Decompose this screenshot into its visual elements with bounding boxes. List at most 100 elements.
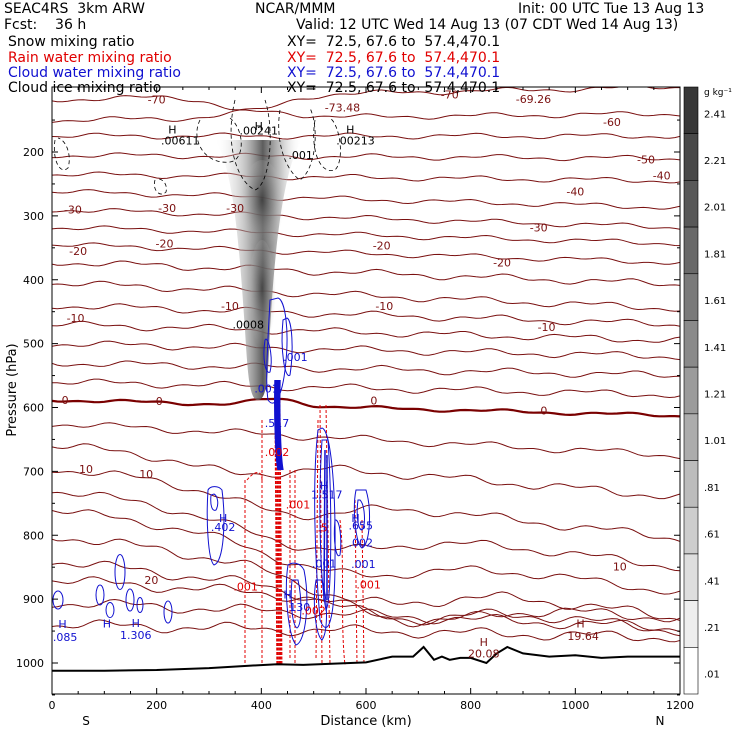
- annotation-label: .001: [283, 351, 308, 364]
- annotation-label: H: [58, 618, 66, 631]
- isotherm-line: [52, 260, 680, 287]
- colorbar-box: [683, 460, 699, 508]
- cloud-core-line: [276, 379, 281, 471]
- cloud-water-contours: [52, 297, 370, 646]
- isotherm-line: [52, 509, 680, 595]
- cloud-core-line: [277, 379, 282, 471]
- terrain-profile: [52, 645, 680, 672]
- rain-contour: [289, 470, 296, 665]
- cloud-contour: [285, 562, 308, 646]
- y-tick-label: 600: [23, 402, 44, 415]
- temperature-label: 0: [156, 395, 163, 408]
- colorbar-tick-label: 2.01: [704, 203, 726, 214]
- colorbar-tick-label: .01: [704, 670, 720, 681]
- temperature-label: -20: [493, 257, 511, 270]
- rain-core-line: [275, 399, 279, 666]
- cloud-contour: [281, 317, 293, 376]
- model-title: SEAC4RS 3km ARW: [4, 1, 145, 17]
- x-endpoint-south: S: [82, 714, 90, 728]
- colorbar-box: [683, 600, 699, 648]
- temperature-label: 10: [139, 468, 153, 481]
- cloud-contour: [136, 597, 144, 613]
- annotation-label: H: [480, 636, 488, 649]
- annotation-label: .5: [317, 522, 328, 535]
- valid-time: Valid: 12 UTC Wed 14 Aug 13 (07 CDT Wed …: [296, 17, 679, 33]
- terrain-line: [52, 645, 680, 672]
- x-tick-label: 800: [460, 699, 481, 712]
- annotation-label: 1.517: [311, 488, 343, 501]
- annotation-label: H: [283, 589, 291, 602]
- annotation-label: .001: [233, 580, 258, 593]
- temperature-label: -10: [221, 300, 239, 313]
- annotation-label: 20.08: [468, 647, 500, 660]
- field-name-snow: Snow mixing ratio: [8, 34, 135, 50]
- field-name-cloud: Cloud water mixing ratio: [8, 65, 181, 81]
- rain-contour: [315, 404, 331, 666]
- cloud-contour: [263, 338, 272, 373]
- x-tick-label: 200: [146, 699, 167, 712]
- isotherm-line: [52, 242, 680, 265]
- isotherm-line: [52, 171, 680, 184]
- ice-contour: [196, 117, 242, 163]
- colorbar-tick-label: .41: [704, 576, 720, 587]
- colorbar-unit: g kg⁻¹: [704, 88, 732, 98]
- colorbar-tick-label: .61: [704, 530, 720, 541]
- temperature-label: -40: [566, 186, 584, 199]
- isotherm-line: [52, 598, 680, 633]
- colorbar-box: [683, 273, 699, 321]
- field-name-rain: Rain water mixing ratio: [8, 50, 172, 66]
- isotherm-line: [52, 491, 680, 572]
- y-tick-label: 500: [23, 338, 44, 351]
- colorbar-tick-label: 1.41: [704, 343, 726, 354]
- isotherm-line: [52, 208, 680, 230]
- temperature-label: -70: [441, 89, 459, 102]
- annotation-label: .517: [265, 417, 290, 430]
- x-tick-label: 0: [49, 699, 56, 712]
- annotation-label: .00241: [239, 124, 278, 137]
- forecast-hour: Fcst: 36 h: [4, 17, 87, 33]
- institution: NCAR/MMM: [255, 1, 336, 17]
- temperature-label: -60: [603, 116, 621, 129]
- cloud-contour: [314, 427, 336, 628]
- y-tick-label: 800: [23, 529, 44, 542]
- y-tick-label: 300: [23, 210, 44, 223]
- isotherm-line: [52, 378, 680, 399]
- temperature-label: -30: [226, 202, 244, 215]
- isotherm-line: [52, 443, 680, 500]
- y-tick-label: 1000: [16, 657, 44, 670]
- isotherm-line: [52, 340, 680, 361]
- cloud-contour: [206, 486, 225, 566]
- snow-shading: [215, 140, 302, 400]
- cloud-core-line: [279, 379, 284, 471]
- x-tick-label: 1000: [561, 699, 589, 712]
- annotation-label: .402: [211, 521, 236, 534]
- field-xy-snow: XY= 72.5, 67.6 to 57.4,470.1: [287, 34, 501, 50]
- temperature-label: -20: [373, 239, 391, 252]
- ice-contour: [153, 178, 167, 195]
- isotherm-line: [52, 576, 680, 628]
- colorbar-tick-label: 1.81: [704, 249, 726, 260]
- snow-core: [240, 160, 284, 260]
- temperature-label: -50: [637, 154, 655, 167]
- cloud-contour: [114, 554, 126, 590]
- plot-frame: [51, 86, 681, 695]
- isotherm-line: [52, 360, 680, 378]
- isotherm-line: [52, 109, 680, 123]
- temperature-label: -10: [375, 300, 393, 313]
- init-time: Init: 00 UTC Tue 13 Aug 13: [518, 1, 705, 17]
- y-tick-label: 400: [23, 274, 44, 287]
- colorbar-tick-label: 1.61: [704, 296, 726, 307]
- annotation-label: H: [132, 617, 140, 630]
- isotherm-line: [52, 152, 680, 162]
- colorbar-box: [683, 553, 699, 601]
- temperature-label: 10: [613, 561, 627, 574]
- annotation-label: .002: [349, 536, 374, 549]
- colorbar-box: [683, 413, 699, 461]
- colorbar-tick-label: 2.41: [704, 109, 726, 120]
- rain-contour: [339, 519, 346, 666]
- annotation-label: .085: [53, 631, 78, 644]
- annotation-label: .002: [265, 446, 290, 459]
- colorbar-box: [683, 320, 699, 368]
- annotation-label: .001: [356, 578, 381, 591]
- temperature-label: -30: [530, 221, 548, 234]
